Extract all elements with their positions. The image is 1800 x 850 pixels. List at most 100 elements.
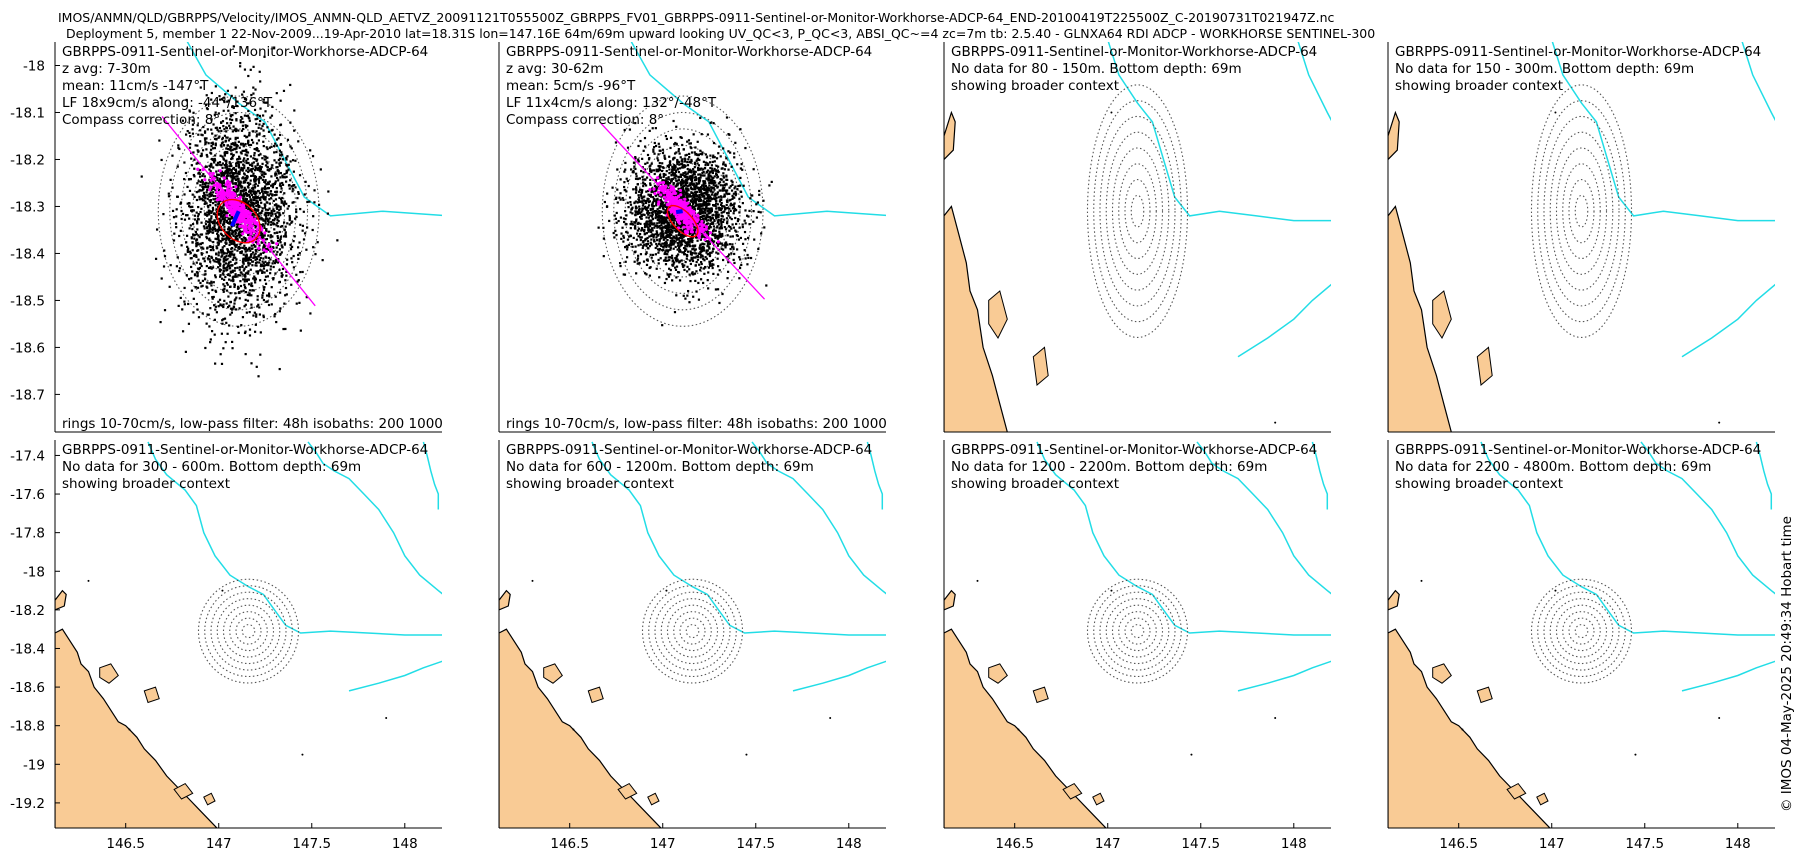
velocity-point <box>234 170 238 173</box>
velocity-point <box>247 142 250 145</box>
lowpass-point <box>243 210 248 214</box>
velocity-point <box>180 244 183 247</box>
velocity-point <box>304 180 307 183</box>
velocity-point <box>228 274 231 277</box>
velocity-point <box>189 135 192 138</box>
velocity-point <box>741 223 744 226</box>
velocity-point <box>214 200 217 203</box>
velocity-point <box>244 191 248 194</box>
velocity-point <box>271 105 274 109</box>
velocity-point <box>725 192 728 195</box>
velocity-point <box>730 165 733 168</box>
velocity-point <box>283 243 286 246</box>
velocity-point <box>163 309 167 312</box>
velocity-point <box>741 225 744 229</box>
velocity-point <box>261 260 264 263</box>
velocity-point <box>223 225 226 228</box>
velocity-point <box>666 250 669 253</box>
velocity-point <box>253 108 257 112</box>
velocity-point <box>674 141 677 145</box>
velocity-point <box>720 214 723 217</box>
velocity-point <box>255 202 258 205</box>
velocity-point <box>715 213 718 216</box>
velocity-point <box>664 263 668 266</box>
velocity-point <box>695 236 698 239</box>
velocity-point <box>194 231 198 234</box>
velocity-point <box>231 232 234 236</box>
velocity-point <box>274 190 277 194</box>
velocity-point <box>249 268 252 271</box>
velocity-point <box>286 207 289 210</box>
velocity-point <box>681 160 684 163</box>
velocity-point <box>243 193 246 196</box>
velocity-point <box>220 233 224 237</box>
velocity-point <box>640 169 643 173</box>
velocity-point <box>285 156 288 160</box>
velocity-point <box>707 189 711 192</box>
velocity-point <box>261 296 264 299</box>
velocity-point <box>306 226 309 229</box>
velocity-point <box>684 158 687 161</box>
velocity-point <box>268 217 271 220</box>
velocity-point <box>692 202 695 205</box>
velocity-point <box>247 278 250 281</box>
velocity-point <box>660 227 663 230</box>
velocity-point <box>263 203 266 206</box>
velocity-point <box>685 257 688 260</box>
velocity-point <box>622 273 625 276</box>
velocity-point <box>239 119 242 122</box>
velocity-point <box>679 236 682 239</box>
velocity-point <box>228 243 231 247</box>
velocity-point <box>223 203 226 206</box>
velocity-point <box>675 174 678 178</box>
velocity-point <box>249 155 253 158</box>
velocity-point <box>661 166 664 169</box>
velocity-point <box>234 112 237 115</box>
velocity-point <box>693 173 696 176</box>
velocity-point <box>644 207 647 210</box>
velocity-point <box>725 217 729 220</box>
velocity-point <box>656 222 659 225</box>
velocity-point <box>228 124 231 127</box>
velocity-point <box>198 195 201 198</box>
velocity-point <box>235 223 238 226</box>
velocity-point <box>208 220 211 224</box>
velocity-point <box>702 225 705 229</box>
velocity-point <box>265 191 268 194</box>
velocity-point <box>186 214 189 217</box>
velocity-point <box>718 145 721 148</box>
velocity-point <box>729 185 732 188</box>
velocity-point <box>266 162 269 165</box>
velocity-point <box>696 258 700 261</box>
velocity-point <box>664 250 667 253</box>
velocity-point <box>217 203 220 206</box>
velocity-point <box>743 249 746 252</box>
velocity-point <box>229 214 232 217</box>
velocity-point <box>239 189 242 192</box>
velocity-point <box>248 262 252 265</box>
velocity-point <box>730 189 734 192</box>
velocity-point <box>730 227 733 230</box>
velocity-point <box>654 216 657 220</box>
velocity-point <box>227 236 231 239</box>
velocity-point <box>247 229 251 232</box>
velocity-point <box>263 172 266 176</box>
velocity-point <box>191 123 195 126</box>
velocity-point <box>697 255 700 258</box>
velocity-point <box>296 280 299 283</box>
velocity-point <box>271 262 274 265</box>
velocity-point <box>223 252 226 255</box>
velocity-point <box>225 219 228 222</box>
velocity-point <box>245 311 248 314</box>
velocity-point <box>714 181 717 184</box>
velocity-point <box>676 158 679 162</box>
velocity-point <box>202 191 206 195</box>
velocity-point <box>225 289 229 292</box>
velocity-point <box>234 162 238 165</box>
velocity-point <box>258 261 261 264</box>
velocity-point <box>738 277 741 280</box>
velocity-point <box>674 257 677 260</box>
speed-ring <box>226 194 251 229</box>
velocity-point <box>222 264 225 267</box>
velocity-point <box>236 172 239 175</box>
